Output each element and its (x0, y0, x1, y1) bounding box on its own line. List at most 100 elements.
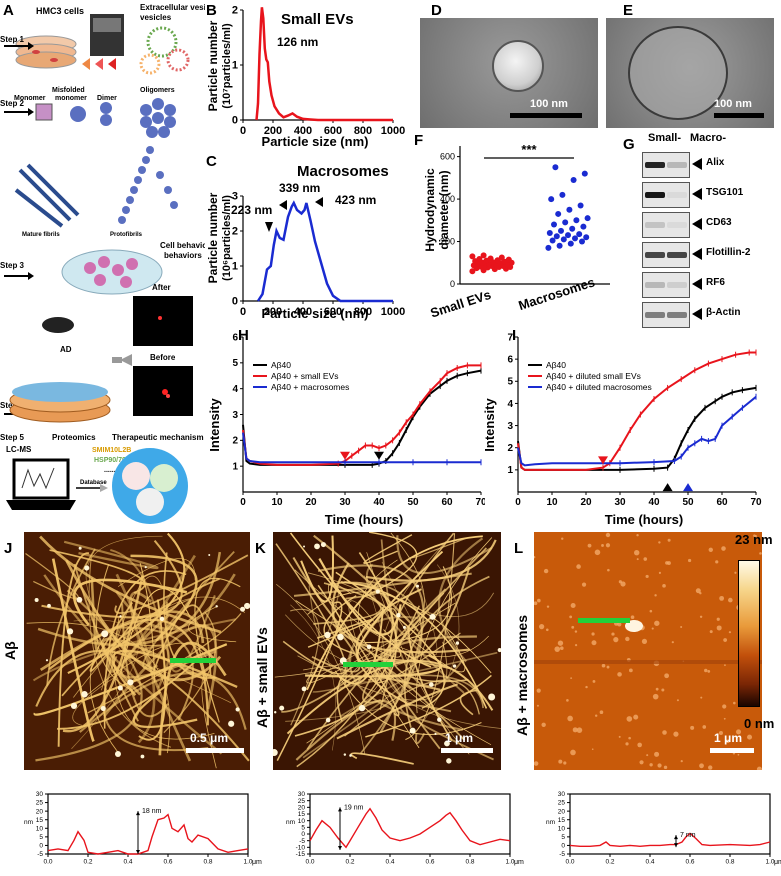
particle (601, 663, 606, 668)
particle (613, 637, 619, 643)
x-tick-label: 20 (305, 497, 317, 508)
chart-c-peak3: 223 nm (231, 203, 272, 217)
particle (637, 742, 642, 748)
aggregate (101, 630, 109, 638)
blot-strip (642, 182, 690, 208)
x-tick-label: 0.4 (385, 859, 394, 866)
y-tick-label: 4 (232, 384, 238, 395)
x-tick-label: 200 (264, 125, 282, 137)
fibril (367, 674, 484, 709)
afm-texture (25, 532, 250, 769)
plot-frame (309, 793, 511, 855)
panel-label-c: C (206, 153, 217, 170)
particle (702, 725, 707, 729)
aggregate (81, 691, 88, 698)
chart-b-ylabel-unit: (10⁷particles/ml) (221, 23, 233, 109)
svg-text:......: ...... (104, 467, 116, 474)
particle (690, 725, 695, 730)
x-tick-label: 800 (354, 125, 372, 137)
scatter-point (567, 240, 574, 247)
fibril (130, 554, 198, 642)
aggregate (358, 704, 366, 712)
aggregate (497, 647, 501, 653)
aggregate (437, 717, 442, 722)
particle (643, 557, 648, 561)
scatter-point (572, 235, 578, 242)
blot-strip (642, 272, 690, 298)
x-tick-label: 0.4 (645, 859, 654, 866)
particle (546, 605, 550, 608)
particle (557, 640, 564, 646)
particle (651, 627, 654, 630)
particle (699, 763, 704, 769)
particle (664, 673, 670, 679)
fibril (72, 578, 188, 626)
blot-band (667, 162, 687, 168)
chart-f-cat1: Small EVs (428, 287, 492, 320)
x-tick-label: 50 (407, 497, 419, 508)
particle (753, 534, 756, 537)
legend-label: Aβ40 + diluted macrosomes (546, 382, 652, 392)
blot-col-small: Small- (648, 132, 682, 144)
x-tick-label: 0.6 (163, 859, 172, 866)
scale-bar-label: 1 μm (714, 731, 743, 745)
particle (759, 552, 762, 555)
y-tick-label: 2 (232, 436, 238, 447)
particle (680, 626, 683, 629)
panel-label-a: A (3, 2, 14, 19)
particle (736, 729, 742, 735)
scatter-point (469, 268, 476, 275)
scale-bar (710, 748, 754, 753)
y-tick-label: 30 (558, 791, 566, 798)
blot-band (645, 312, 665, 318)
x-tick-label: 200 (264, 306, 282, 318)
fibril (292, 556, 471, 663)
panel-a-schematic: HMC3 cells Step 1 Extracellular vesicles… (0, 3, 205, 524)
x-tick-label: 1000 (381, 125, 405, 137)
scatter-point (558, 227, 564, 234)
svg-text:Protofibrils: Protofibrils (110, 232, 143, 238)
x-tick-label: 600 (324, 306, 342, 318)
y-tick-label: 2 (232, 226, 238, 238)
scatter-point (546, 230, 553, 237)
onset-marker (662, 483, 673, 492)
particle (663, 765, 668, 770)
chart-c-ylabel-unit: (10⁶particles/ml) (221, 195, 233, 281)
particle (566, 699, 569, 702)
chart-c-ylabel: Particle number (206, 192, 220, 283)
x-tick-label: 1.0 (243, 859, 252, 866)
fibril (41, 539, 183, 619)
y-tick-label: 6 (507, 354, 513, 365)
aggregate (325, 717, 331, 723)
aggregate (228, 720, 235, 727)
aggregate (409, 727, 416, 734)
scatter-point (498, 254, 505, 261)
particle (724, 664, 726, 667)
panel-label-h: H (238, 327, 249, 344)
fibril (119, 614, 217, 679)
x-tick-label: 800 (354, 306, 372, 318)
fibril (114, 554, 249, 614)
chart-h-xlabel: Time (hours) (325, 512, 404, 527)
y-tick-label: 30 (298, 791, 306, 798)
svg-text:Therapeutic mechanism: Therapeutic mechanism (112, 433, 204, 442)
fibril (73, 596, 246, 698)
blot-label: β-Actin (706, 307, 741, 318)
y-tick-label: -5 (37, 851, 43, 858)
fibril (294, 569, 489, 658)
particle (756, 766, 762, 770)
blot-strip (642, 212, 690, 238)
svg-text:Before: Before (150, 353, 176, 362)
particle (539, 624, 545, 630)
aggregate (452, 664, 457, 668)
aggregate (366, 644, 372, 650)
blot-arrow-icon (692, 218, 702, 230)
blot-label: Flotillin-2 (706, 247, 751, 258)
particle (574, 630, 578, 633)
fibril (67, 532, 186, 674)
arrow-head (338, 807, 342, 812)
particle (723, 717, 726, 720)
blot-label: TSG101 (706, 187, 744, 198)
y-tick-label: 1 (232, 462, 238, 473)
